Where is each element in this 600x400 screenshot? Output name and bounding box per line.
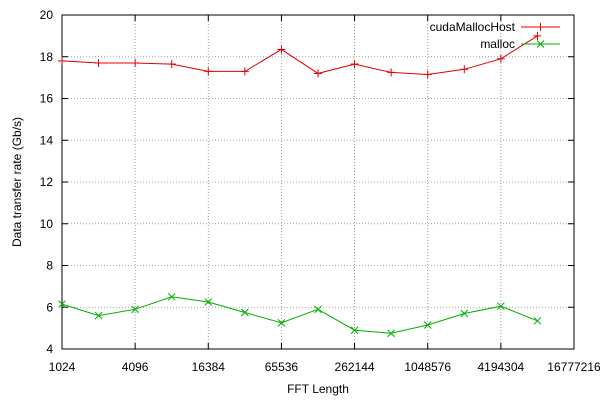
plus-marker (536, 23, 545, 31)
series-line (61, 296, 538, 334)
x-tick-label: 4096 (122, 360, 149, 374)
plus-marker (533, 31, 542, 40)
plus-marker (496, 54, 505, 63)
y-tick-label: 8 (46, 259, 53, 273)
legend-label: malloc (480, 37, 515, 51)
cross-marker (314, 305, 322, 314)
x-tick-label: 65536 (265, 360, 299, 374)
y-tick-label: 16 (40, 92, 54, 106)
plus-marker (204, 67, 213, 76)
x-tick-label: 16777216 (547, 360, 600, 374)
cross-marker (167, 292, 176, 301)
cross-marker (536, 40, 545, 48)
cross-marker (94, 311, 103, 320)
series-cudaMallocHost (58, 31, 542, 79)
plus-marker (423, 70, 432, 79)
series-layer (58, 31, 542, 338)
x-tick-label: 16384 (192, 360, 226, 374)
y-axis-label: Data transfer rate (Gb/s) (10, 117, 24, 247)
axis-ticks: 4 6 8 10 12 14 16 18 20 1024 4096 16384 65536 262144 1… (40, 8, 600, 374)
x-tick-label: 1024 (49, 360, 76, 374)
y-tick-label: 20 (40, 8, 54, 22)
plus-marker (460, 65, 469, 74)
plus-marker (277, 45, 286, 54)
y-tick-label: 10 (40, 217, 54, 231)
plus-marker (167, 60, 176, 69)
cross-marker (423, 321, 432, 329)
plus-marker (314, 69, 322, 78)
x-tick-label: 262144 (335, 360, 375, 374)
cross-marker (277, 319, 286, 327)
plus-marker (240, 67, 249, 76)
legend-item: malloc (480, 37, 560, 51)
plus-marker (131, 59, 140, 68)
y-tick-label: 14 (40, 133, 54, 147)
cross-marker (387, 329, 395, 338)
cross-marker (533, 316, 542, 325)
cross-marker (460, 309, 469, 318)
y-tick-label: 18 (40, 50, 54, 64)
series-line (61, 35, 538, 76)
legend-label: cudaMallocHost (430, 20, 516, 34)
cross-marker (58, 300, 66, 308)
plus-marker (94, 59, 103, 68)
x-tick-label: 4194304 (477, 360, 524, 374)
cross-marker (241, 308, 249, 317)
x-axis-label: FFT Length (287, 382, 349, 396)
cross-marker (350, 326, 359, 335)
y-tick-label: 4 (46, 342, 53, 356)
plus-marker (387, 68, 396, 77)
y-tick-label: 12 (40, 175, 54, 189)
legend-item: cudaMallocHost (430, 20, 560, 34)
plus-marker (58, 56, 66, 65)
cross-marker (131, 305, 139, 314)
y-tick-label: 6 (46, 300, 53, 314)
cross-marker (204, 298, 213, 306)
grid (62, 15, 574, 349)
series-malloc (58, 292, 542, 338)
legend: cudaMallocHost malloc (430, 20, 560, 51)
x-tick-label: 1048576 (404, 360, 451, 374)
cross-marker (497, 302, 505, 311)
plus-marker (350, 60, 359, 69)
